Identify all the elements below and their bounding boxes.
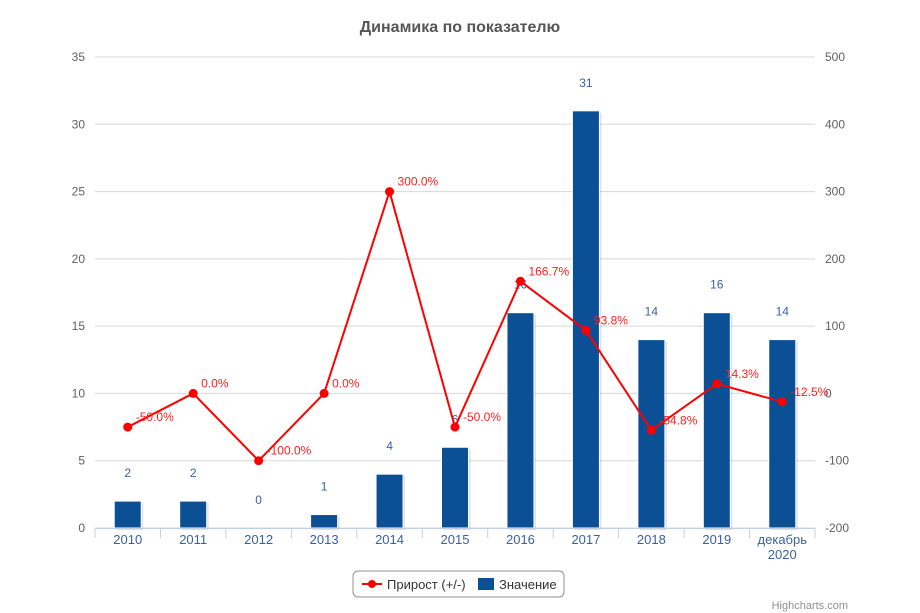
credits[interactable]: Highcharts.com bbox=[772, 600, 848, 612]
bar bbox=[768, 339, 797, 529]
bar-data-label: 16 bbox=[710, 278, 724, 292]
bar bbox=[571, 110, 600, 529]
bar-data-label: 2 bbox=[124, 466, 131, 480]
grid-lines bbox=[95, 56, 815, 529]
line-point bbox=[646, 425, 656, 435]
legend-bar-symbol bbox=[478, 578, 494, 590]
legend-box bbox=[352, 570, 565, 598]
chart-title: Динамика по показателю bbox=[360, 19, 561, 36]
line-series: -50.0% 0.0% -100.0% 0.0% 300.0% -50.0% 166.7% 9… bbox=[123, 175, 829, 466]
line-point bbox=[188, 388, 198, 398]
right-y-axis: -200 -100 0 100 200 300 400 500 bbox=[825, 50, 849, 535]
x-tick-label: 2015 bbox=[441, 532, 470, 547]
x-tick-label: 2017 bbox=[571, 532, 600, 547]
line-data-label: 0.0% bbox=[332, 376, 360, 390]
x-tick-label: 2013 bbox=[310, 532, 339, 547]
right-y-tick-label: -100 bbox=[825, 454, 849, 468]
right-y-tick-label: 0 bbox=[825, 386, 832, 400]
line-data-label: 0.0% bbox=[201, 376, 229, 390]
right-y-tick-label: -200 bbox=[825, 521, 849, 535]
right-y-tick-label: 500 bbox=[825, 50, 845, 64]
legend-bar-label: Значение bbox=[499, 577, 557, 592]
left-y-tick-label: 30 bbox=[72, 117, 86, 131]
x-tick-label: 2019 bbox=[702, 532, 731, 547]
bar bbox=[113, 500, 142, 529]
x-tick-label: 2010 bbox=[113, 532, 142, 547]
legend-line-marker bbox=[368, 580, 376, 588]
bar-data-label: 31 bbox=[579, 76, 593, 90]
bar-data-label: 14 bbox=[776, 305, 790, 319]
bar bbox=[506, 312, 535, 529]
x-tick-label: декабрь 2020 bbox=[758, 532, 808, 562]
line-data-label: 93.8% bbox=[594, 313, 628, 327]
x-tick-label: 2014 bbox=[375, 532, 404, 547]
left-y-axis: 0 5 10 15 20 25 30 35 bbox=[72, 50, 86, 535]
right-y-tick-label: 200 bbox=[825, 252, 845, 266]
legend[interactable]: Прирост (+/-) Значение bbox=[352, 570, 565, 598]
line-point bbox=[385, 187, 395, 197]
x-axis: 2010 2011 2012 2013 2014 2015 2016 2017 2018 2019… bbox=[94, 528, 816, 562]
line-point bbox=[123, 422, 133, 432]
line-data-label: -54.8% bbox=[659, 413, 697, 427]
x-tick-label: 2012 bbox=[244, 532, 273, 547]
x-tick-label: 2016 bbox=[506, 532, 535, 547]
line-point bbox=[581, 325, 591, 335]
legend-line-label: Прирост (+/-) bbox=[387, 577, 466, 592]
line-point bbox=[450, 422, 460, 432]
legend-item-bar[interactable]: Значение bbox=[478, 577, 557, 592]
line-point bbox=[515, 276, 525, 286]
line-data-label: -12.5% bbox=[790, 385, 828, 399]
line-point bbox=[777, 397, 787, 407]
left-y-tick-label: 35 bbox=[72, 50, 86, 64]
right-y-tick-label: 400 bbox=[825, 117, 845, 131]
bar-data-label: 6 bbox=[452, 412, 459, 426]
left-y-tick-label: 15 bbox=[72, 319, 86, 333]
line-point bbox=[254, 456, 264, 466]
line-data-label: -50.0% bbox=[136, 410, 174, 424]
left-y-tick-label: 25 bbox=[72, 185, 86, 199]
left-y-tick-label: 20 bbox=[72, 252, 86, 266]
left-y-tick-label: 5 bbox=[78, 454, 85, 468]
bar bbox=[702, 312, 731, 529]
right-y-tick-label: 300 bbox=[825, 185, 845, 199]
line-data-label: 300.0% bbox=[398, 175, 439, 189]
line-point bbox=[712, 379, 722, 389]
line-data-label: 166.7% bbox=[528, 264, 569, 278]
x-tick-label: 2018 bbox=[637, 532, 666, 547]
line-data-label: -100.0% bbox=[267, 444, 312, 458]
legend-item-line[interactable]: Прирост (+/-) bbox=[362, 577, 466, 592]
line-data-label: 14.3% bbox=[725, 367, 759, 381]
left-y-tick-label: 0 bbox=[78, 521, 85, 535]
bar-series: 2201461631141614 bbox=[113, 76, 798, 530]
bar bbox=[179, 500, 208, 529]
bar-data-label: 4 bbox=[386, 439, 393, 453]
line-data-label: -50.0% bbox=[463, 410, 501, 424]
right-y-tick-label: 100 bbox=[825, 319, 845, 333]
line-point bbox=[319, 388, 329, 398]
bar-data-label: 14 bbox=[645, 305, 659, 319]
bar bbox=[441, 446, 469, 529]
bar bbox=[375, 473, 404, 529]
bar-data-label: 1 bbox=[321, 480, 328, 494]
left-y-tick-label: 10 bbox=[72, 386, 86, 400]
x-tick-label: 2011 bbox=[179, 532, 207, 547]
bar-data-label: 0 bbox=[255, 493, 262, 507]
bar-data-label: 2 bbox=[190, 466, 197, 480]
bar bbox=[310, 514, 339, 529]
